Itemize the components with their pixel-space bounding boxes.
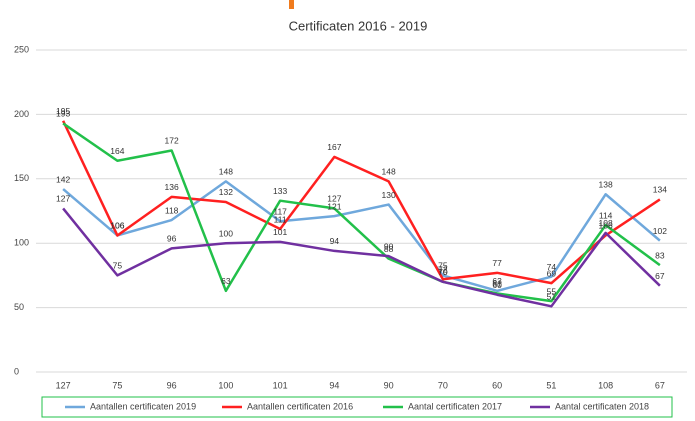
data-label: 96 — [167, 234, 177, 244]
legend-box — [41, 396, 673, 418]
data-label: 63 — [221, 276, 231, 286]
x-tick-label: 100 — [218, 380, 233, 390]
data-label: 72 — [438, 265, 448, 275]
data-label: 60 — [492, 280, 502, 290]
data-label: 127 — [56, 194, 70, 204]
series-line — [62, 180, 661, 293]
y-tick-label: 150 — [14, 173, 29, 183]
data-label: 142 — [56, 174, 70, 184]
legend-label: Aantallen certificaten 2016 — [247, 401, 353, 411]
x-tick-label: 70 — [438, 380, 448, 390]
data-label: 101 — [273, 227, 287, 237]
data-label: 94 — [330, 236, 340, 246]
data-label: 117 — [273, 207, 287, 217]
data-label: 133 — [273, 186, 287, 196]
data-label: 164 — [110, 146, 124, 156]
data-label: 90 — [384, 241, 394, 251]
x-tick-label: 90 — [384, 380, 394, 390]
legend-label: Aantallen certificaten 2019 — [90, 401, 196, 411]
data-label: 148 — [219, 167, 233, 177]
data-label: 63 — [492, 276, 502, 286]
data-label: 111 — [274, 214, 287, 224]
y-tick-label: 50 — [14, 302, 24, 312]
data-label: 106 — [110, 221, 124, 231]
x-tick-label: 51 — [546, 380, 556, 390]
series-line — [62, 122, 661, 303]
data-label: 69 — [547, 268, 557, 278]
data-label: 138 — [599, 180, 613, 190]
header-accent — [289, 0, 294, 9]
x-tick-label: 60 — [492, 380, 502, 390]
y-tick-label: 250 — [14, 44, 29, 54]
data-label: 172 — [165, 136, 179, 146]
series-line — [62, 207, 661, 308]
data-label: 61 — [492, 279, 502, 289]
data-label: 77 — [492, 258, 502, 268]
data-label: 118 — [165, 205, 179, 215]
data-label: 106 — [110, 221, 124, 231]
data-label: 67 — [655, 271, 665, 281]
data-label: 167 — [327, 142, 341, 152]
data-label: 70 — [438, 267, 448, 277]
data-label: 132 — [219, 187, 233, 197]
data-label: 55 — [547, 286, 557, 296]
data-label: 114 — [599, 210, 613, 220]
data-label: 193 — [56, 109, 70, 119]
x-tick-label: 75 — [112, 380, 122, 390]
x-tick-label: 67 — [655, 380, 665, 390]
data-label: 102 — [653, 226, 667, 236]
data-label: 134 — [653, 185, 667, 195]
y-tick-label: 0 — [14, 366, 19, 376]
x-tick-label: 127 — [56, 380, 71, 390]
data-label: 136 — [165, 182, 179, 192]
data-label: 70 — [438, 267, 448, 277]
y-tick-label: 100 — [14, 238, 29, 248]
series-line — [61, 120, 661, 285]
x-tick-label: 101 — [273, 380, 288, 390]
data-label: 108 — [599, 218, 613, 228]
data-label: 121 — [327, 201, 341, 211]
data-label: 88 — [384, 244, 394, 254]
data-label: 75 — [438, 261, 448, 271]
x-tick-label: 108 — [598, 380, 613, 390]
data-label: 51 — [547, 292, 557, 302]
data-label: 127 — [327, 194, 341, 204]
legend-label: Aantal certificaten 2018 — [555, 401, 649, 411]
data-label: 195 — [56, 106, 70, 116]
y-tick-label: 200 — [14, 109, 29, 119]
data-label: 74 — [547, 262, 557, 272]
data-label: 130 — [382, 190, 396, 200]
legend-label: Aantal certificaten 2017 — [408, 401, 502, 411]
x-tick-label: 96 — [167, 380, 177, 390]
data-label: 75 — [113, 261, 123, 271]
data-label: 148 — [382, 167, 396, 177]
x-tick-label: 94 — [329, 380, 339, 390]
data-label: 100 — [219, 228, 233, 238]
chart-title: Certificaten 2016 - 2019 — [289, 18, 428, 33]
data-label: 83 — [655, 250, 665, 260]
data-label: 106 — [599, 221, 613, 231]
